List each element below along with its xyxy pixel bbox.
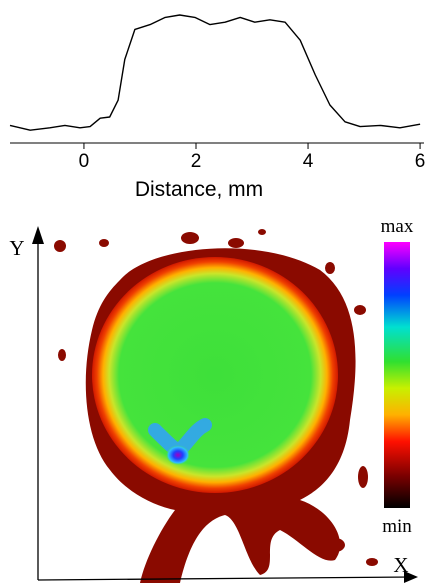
colorbar-min: min [382,516,412,537]
x-tick-label: 4 [303,151,314,172]
x-arrowhead [404,571,418,583]
x-axis-label: Distance, mm [135,178,263,201]
y-label: Y [9,236,24,260]
x-tick-label: 2 [191,151,202,172]
x-tick-label: 6 [415,151,426,172]
x-arrow [37,576,415,581]
y-arrowhead [32,226,44,244]
beam-spot [92,257,338,493]
colorbar [384,242,410,508]
profile-plot: Distance, mm 0 2 4 6 [9,14,426,201]
colorbar-max: max [381,216,414,237]
profile-line [9,14,421,131]
x-tick-label: 0 [79,151,90,172]
heatmap: max min Y X [9,216,418,583]
hot-spot [166,445,190,465]
x-label: X [393,553,408,577]
